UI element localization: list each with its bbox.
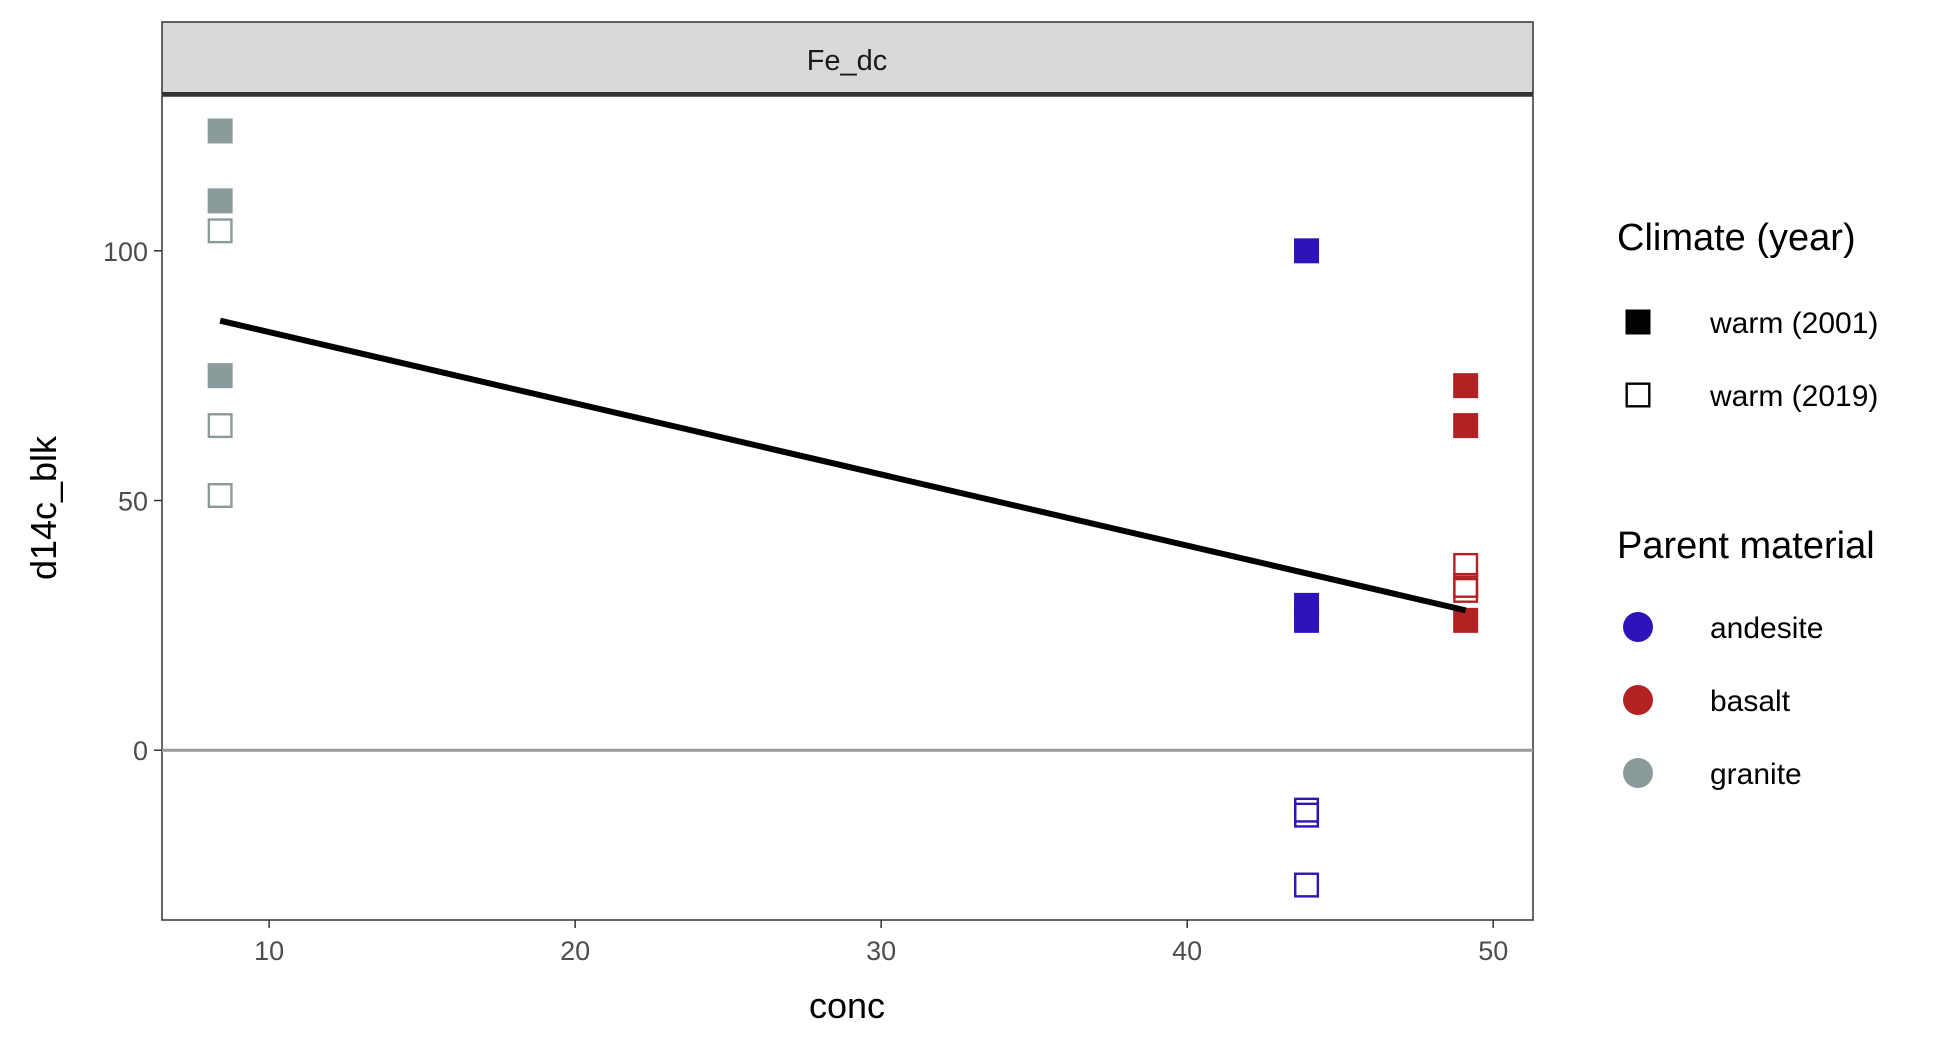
legend-label-basalt: basalt <box>1710 685 1791 718</box>
data-point-basalt-filled <box>1453 413 1479 439</box>
y-tick-label: 100 <box>103 237 148 267</box>
data-point-granite-filled <box>207 363 233 389</box>
legend-title-climate: Climate (year) <box>1617 217 1856 259</box>
data-point-basalt-open <box>1453 552 1479 578</box>
legends: Climate (year) warm (2001) warm (2019) Pare… <box>1617 217 1878 791</box>
data-point-andesite-filled <box>1294 238 1320 264</box>
data-point-basalt-filled <box>1453 607 1479 633</box>
x-tick-label: 10 <box>254 936 284 966</box>
data-point-andesite-open <box>1294 802 1320 828</box>
legend-label-climate: warm (2019) <box>1709 380 1878 413</box>
legend-label-granite: granite <box>1710 758 1802 791</box>
data-point-granite-open <box>207 483 233 509</box>
y-tick-label: 50 <box>118 487 148 517</box>
data-point-granite-filled <box>207 188 233 214</box>
data-point-granite-filled <box>207 118 233 144</box>
x-axis-title: conc <box>809 985 885 1026</box>
x-tick-label: 40 <box>1172 936 1202 966</box>
legend-label-andesite: andesite <box>1710 612 1823 645</box>
y-tick-label: 0 <box>133 736 148 766</box>
x-tick-label: 30 <box>866 936 896 966</box>
trend-line <box>219 317 1467 614</box>
legend-key-open-square <box>1625 382 1651 408</box>
data-point-andesite-filled <box>1294 607 1320 633</box>
data-point-granite-open <box>207 413 233 439</box>
facet-strip-label: Fe_dc <box>807 45 888 77</box>
data-point-basalt-filled <box>1453 373 1479 399</box>
x-tick-label: 50 <box>1478 936 1508 966</box>
panel-content <box>162 118 1533 898</box>
data-point-andesite-open <box>1294 872 1320 898</box>
legend-title-parent-material: Parent material <box>1617 525 1875 567</box>
data-point-basalt-open <box>1453 577 1479 603</box>
x-tick-label: 20 <box>560 936 590 966</box>
legend-key-filled-square <box>1625 309 1651 335</box>
facet-strip <box>161 21 1534 95</box>
legend-key-granite <box>1623 758 1653 788</box>
axes: 10 20 30 40 50 0 50 100 <box>103 237 1508 966</box>
legend-label-climate: warm (2001) <box>1709 307 1878 340</box>
data-point-granite-open <box>207 218 233 244</box>
legend-key-basalt <box>1623 685 1653 715</box>
plot-panel <box>161 95 1534 921</box>
y-axis-title: d14c_blk <box>23 435 64 580</box>
legend-key-andesite <box>1623 612 1653 642</box>
